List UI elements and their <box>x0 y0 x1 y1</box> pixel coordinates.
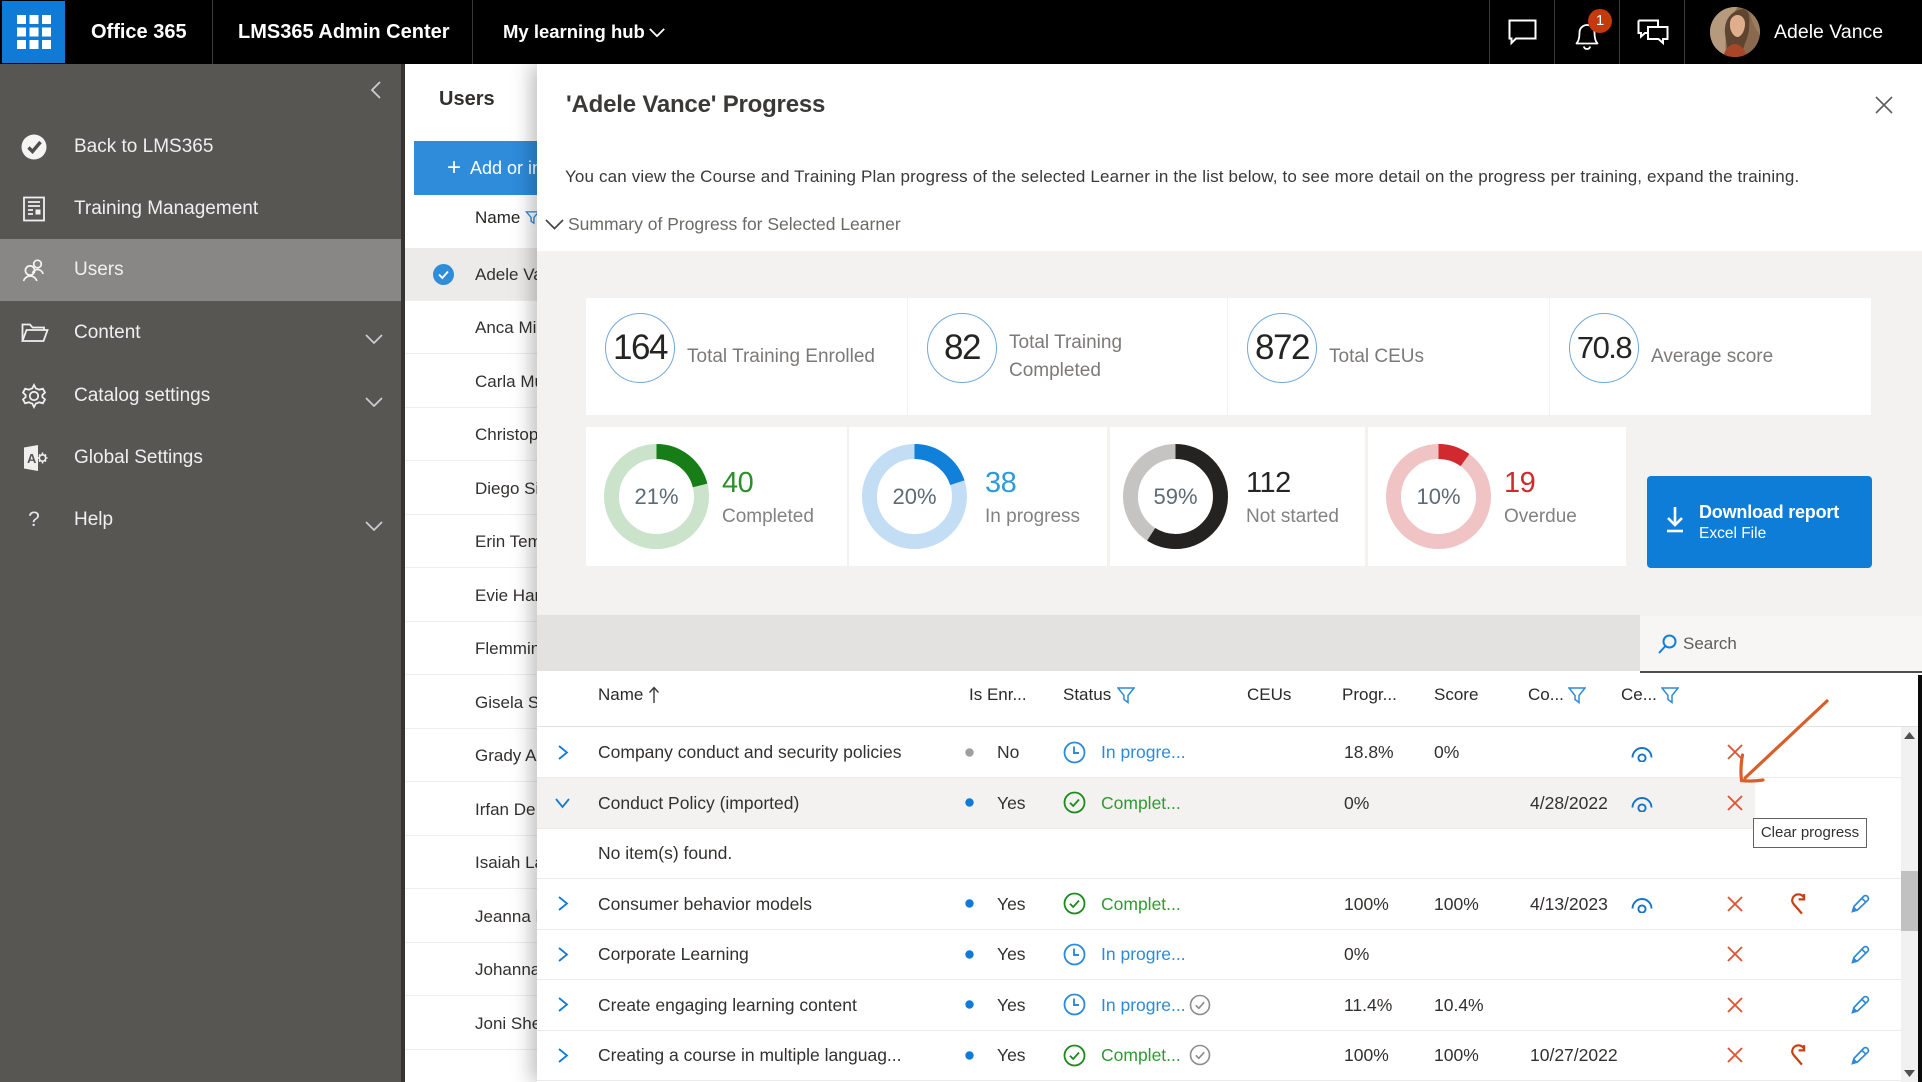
svg-text:A: A <box>27 451 37 466</box>
